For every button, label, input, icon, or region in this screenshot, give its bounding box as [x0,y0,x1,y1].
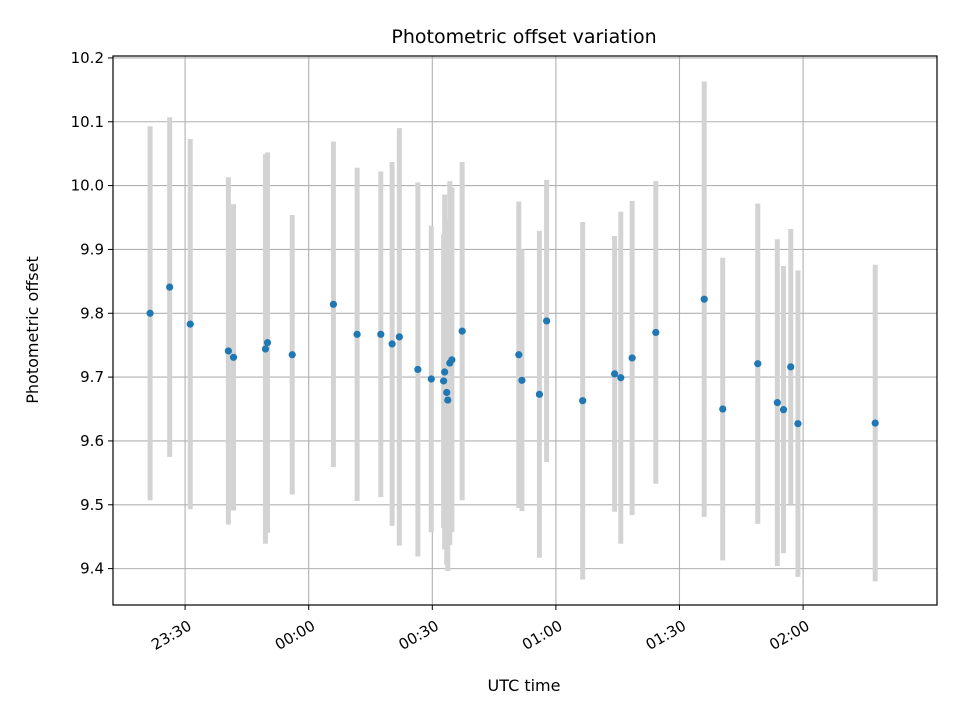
data-point [443,388,451,397]
data-point [515,351,523,359]
data-point [166,283,174,291]
y-axis: 9.4 9.5 9.6 9.7 9.8 9.9 10.0 10.1 10.2 [71,49,113,578]
x-tick-label: 23:30 [148,617,194,654]
y-tick-label: 9.8 [80,304,104,322]
data-point [628,354,636,362]
data-point [448,356,456,364]
y-tick-label: 10.1 [71,113,104,131]
data-point [441,368,449,376]
data-point [458,327,466,335]
chart-title: Photometric offset variation [391,26,656,48]
data-point [719,405,727,413]
data-point [871,419,879,427]
plot-frame [112,55,938,606]
data-point [388,340,396,348]
x-axis-title: UTC time [488,676,561,695]
data-point [261,345,270,353]
data-point [518,376,526,384]
data-point [288,351,296,359]
data-point [263,339,272,347]
y-tick-label: 10.0 [71,177,104,195]
data-point [787,363,795,371]
data-point [146,309,154,317]
data-point [224,347,232,355]
y-tick-label: 9.9 [80,240,104,258]
data-point [427,375,435,383]
data-point [579,397,587,405]
x-axis: 23:30 00:00 00:30 01:00 01:30 02:00 [148,605,813,654]
data-point [229,353,238,361]
data-point [444,396,452,404]
data-point [440,377,448,385]
y-axis-title: Photometric offset [23,256,42,404]
grid [113,56,937,605]
data-point [773,399,781,407]
x-tick-label: 02:00 [766,617,812,654]
data-point [395,333,403,341]
error-bars [147,81,878,582]
y-tick-label: 9.5 [80,496,104,514]
data-point [414,365,422,374]
data-point [535,390,544,398]
x-tick-label: 00:30 [395,617,441,654]
data-point [377,330,385,338]
data-point [186,320,194,328]
data-points [146,283,879,428]
y-tick-label: 9.6 [80,432,104,450]
y-tick-label: 9.7 [80,368,104,386]
data-point [329,300,338,308]
y-tick-label: 10.2 [71,49,104,67]
data-point [617,374,625,382]
data-point [353,330,361,338]
data-point [652,328,660,337]
data-point [543,317,551,325]
x-tick-label: 01:00 [519,617,565,654]
data-point [779,406,788,414]
y-tick-label: 9.4 [80,560,104,578]
data-point [611,370,619,378]
x-tick-label: 00:00 [272,617,318,654]
data-point [754,360,762,368]
data-point [794,420,802,428]
data-point [700,295,708,303]
x-tick-label: 01:30 [643,617,689,654]
